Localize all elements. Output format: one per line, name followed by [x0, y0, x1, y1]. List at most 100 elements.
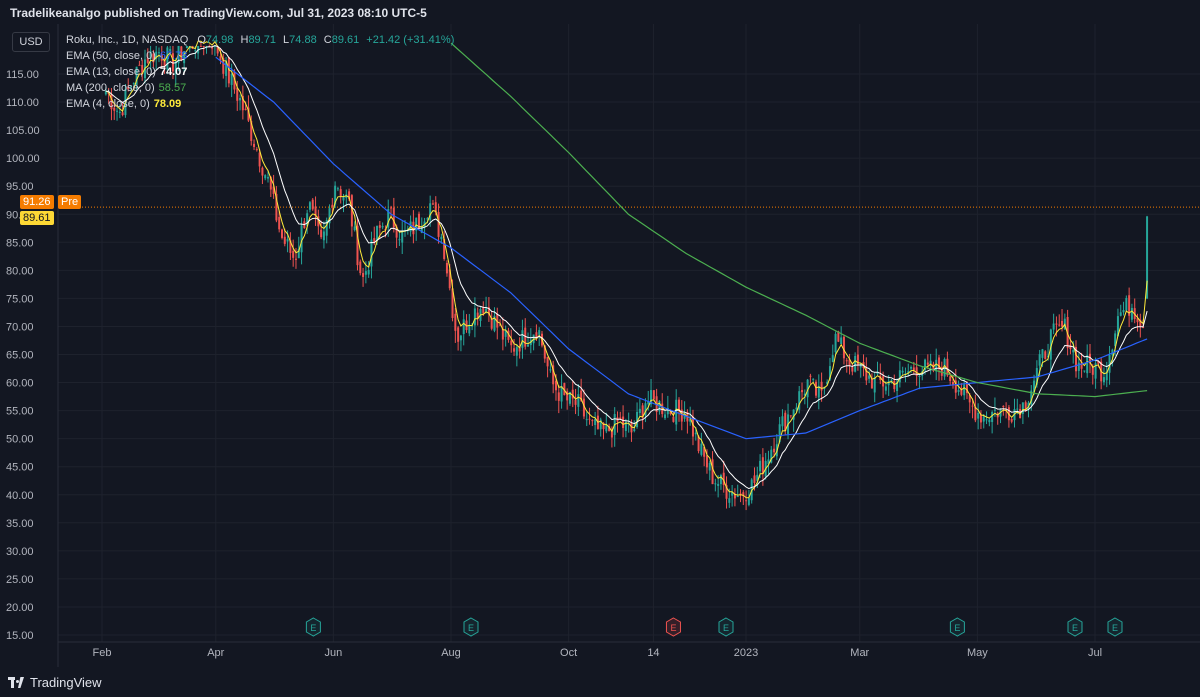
- candle-body: [322, 231, 325, 241]
- candle-body: [320, 229, 323, 238]
- candle-body: [554, 380, 557, 391]
- candle-body: [719, 475, 722, 485]
- ema50-line: [215, 56, 1148, 440]
- candle-body: [781, 416, 784, 427]
- price-chart[interactable]: 115.00110.00105.00100.0095.0090.0085.008…: [0, 24, 1200, 667]
- currency-button[interactable]: USD: [12, 32, 50, 52]
- candle-body: [910, 366, 913, 369]
- candle-body: [680, 409, 683, 422]
- candle-body: [965, 384, 968, 394]
- candle-body: [926, 362, 929, 365]
- candle-body: [591, 420, 594, 422]
- candle-body: [745, 500, 748, 502]
- candle-body: [985, 419, 988, 421]
- earnings-marker-shape: [949, 617, 965, 637]
- candle-body: [339, 189, 342, 197]
- earnings-marker[interactable]: E: [718, 617, 734, 637]
- candle-body: [789, 415, 792, 417]
- bottom-bar: TradingView: [0, 667, 1200, 697]
- candle-body: [1088, 353, 1091, 364]
- candle-body: [977, 412, 980, 419]
- x-tick-label: Apr: [207, 647, 224, 659]
- candle-body: [778, 424, 781, 442]
- candle-body: [311, 199, 314, 210]
- candle-body: [580, 390, 583, 401]
- candle-body: [342, 196, 345, 201]
- x-tick-label: Jun: [325, 647, 343, 659]
- candle-body: [599, 419, 602, 430]
- candle-body: [199, 45, 202, 47]
- candle-body: [1069, 344, 1072, 350]
- candle-body: [420, 227, 423, 233]
- candle-body: [230, 73, 233, 85]
- low-value: 74.88: [289, 34, 317, 46]
- candle-body: [132, 83, 135, 85]
- indicator-row-ma200[interactable]: MA (200, close, 0) 58.57: [66, 80, 454, 96]
- earnings-marker[interactable]: E: [1067, 617, 1083, 637]
- candle-body: [798, 391, 801, 410]
- earnings-marker[interactable]: E: [305, 617, 321, 637]
- candle-body: [241, 95, 244, 111]
- candle-body: [697, 436, 700, 452]
- symbol-legend-row[interactable]: Roku, Inc., 1D, NASDAQ O74.98 H89.71 L74…: [66, 32, 454, 48]
- candle-body: [728, 498, 731, 503]
- candle-body: [163, 60, 166, 67]
- candle-body: [644, 403, 647, 416]
- candle-body: [121, 112, 124, 116]
- candle-body: [513, 348, 516, 352]
- candle-body: [130, 86, 133, 88]
- indicator-name: EMA (50, close, 0): [66, 50, 156, 62]
- indicator-row-ema13[interactable]: EMA (13, close, 0) 74.07: [66, 64, 454, 80]
- candle-body: [395, 226, 398, 238]
- candle-body: [826, 381, 829, 385]
- earnings-marker[interactable]: E: [949, 617, 965, 637]
- y-tick-label: 35.00: [6, 518, 34, 530]
- candle-body: [938, 357, 941, 369]
- indicator-row-ema50[interactable]: EMA (50, close, 0) 67.78: [66, 48, 454, 64]
- candle-body: [451, 288, 454, 318]
- last-price-tag: 89.61: [20, 211, 54, 225]
- candle-body: [924, 359, 927, 371]
- y-tick-label: 85.00: [6, 237, 34, 249]
- candle-body: [949, 376, 952, 382]
- candle-body: [960, 389, 963, 395]
- tradingview-logo[interactable]: TradingView: [8, 675, 102, 690]
- candle-body: [496, 313, 499, 328]
- candle-body: [1072, 350, 1075, 353]
- candle-body: [459, 335, 462, 341]
- candle-body: [250, 120, 253, 141]
- x-tick-label: Jul: [1088, 647, 1102, 659]
- candle-body: [845, 360, 848, 362]
- candle-body: [1021, 402, 1024, 415]
- candle-body: [1119, 312, 1122, 316]
- candle-body: [1052, 323, 1055, 330]
- earnings-marker[interactable]: E: [463, 617, 479, 637]
- candle-body: [759, 460, 762, 472]
- earnings-marker-label: E: [723, 623, 729, 633]
- candle-body: [901, 370, 904, 373]
- candle-body: [493, 315, 496, 331]
- candle-body: [884, 386, 887, 391]
- candle-body: [359, 261, 362, 274]
- candle-body: [636, 412, 639, 428]
- candle-body: [834, 333, 837, 353]
- candle-body: [957, 390, 960, 392]
- candle-body: [499, 324, 502, 326]
- candle-body: [267, 177, 270, 179]
- candle-body: [1077, 362, 1080, 371]
- candle-body: [1130, 307, 1133, 320]
- y-tick-label: 75.00: [6, 293, 34, 305]
- chart-area[interactable]: 115.00110.00105.00100.0095.0090.0085.008…: [0, 24, 1200, 667]
- indicator-value: 74.07: [159, 66, 188, 78]
- indicator-value: 67.78: [159, 50, 188, 62]
- earnings-marker[interactable]: E: [665, 617, 681, 637]
- indicator-row-ema4[interactable]: EMA (4, close, 0) 78.09: [66, 96, 454, 112]
- candle-body: [211, 47, 214, 49]
- earnings-marker[interactable]: E: [1107, 617, 1123, 637]
- y-tick-label: 70.00: [6, 321, 34, 333]
- candle-body: [236, 87, 239, 101]
- candle-body: [490, 318, 493, 329]
- candle-body: [113, 107, 116, 111]
- candle-body: [213, 45, 216, 47]
- candle-body: [851, 367, 854, 372]
